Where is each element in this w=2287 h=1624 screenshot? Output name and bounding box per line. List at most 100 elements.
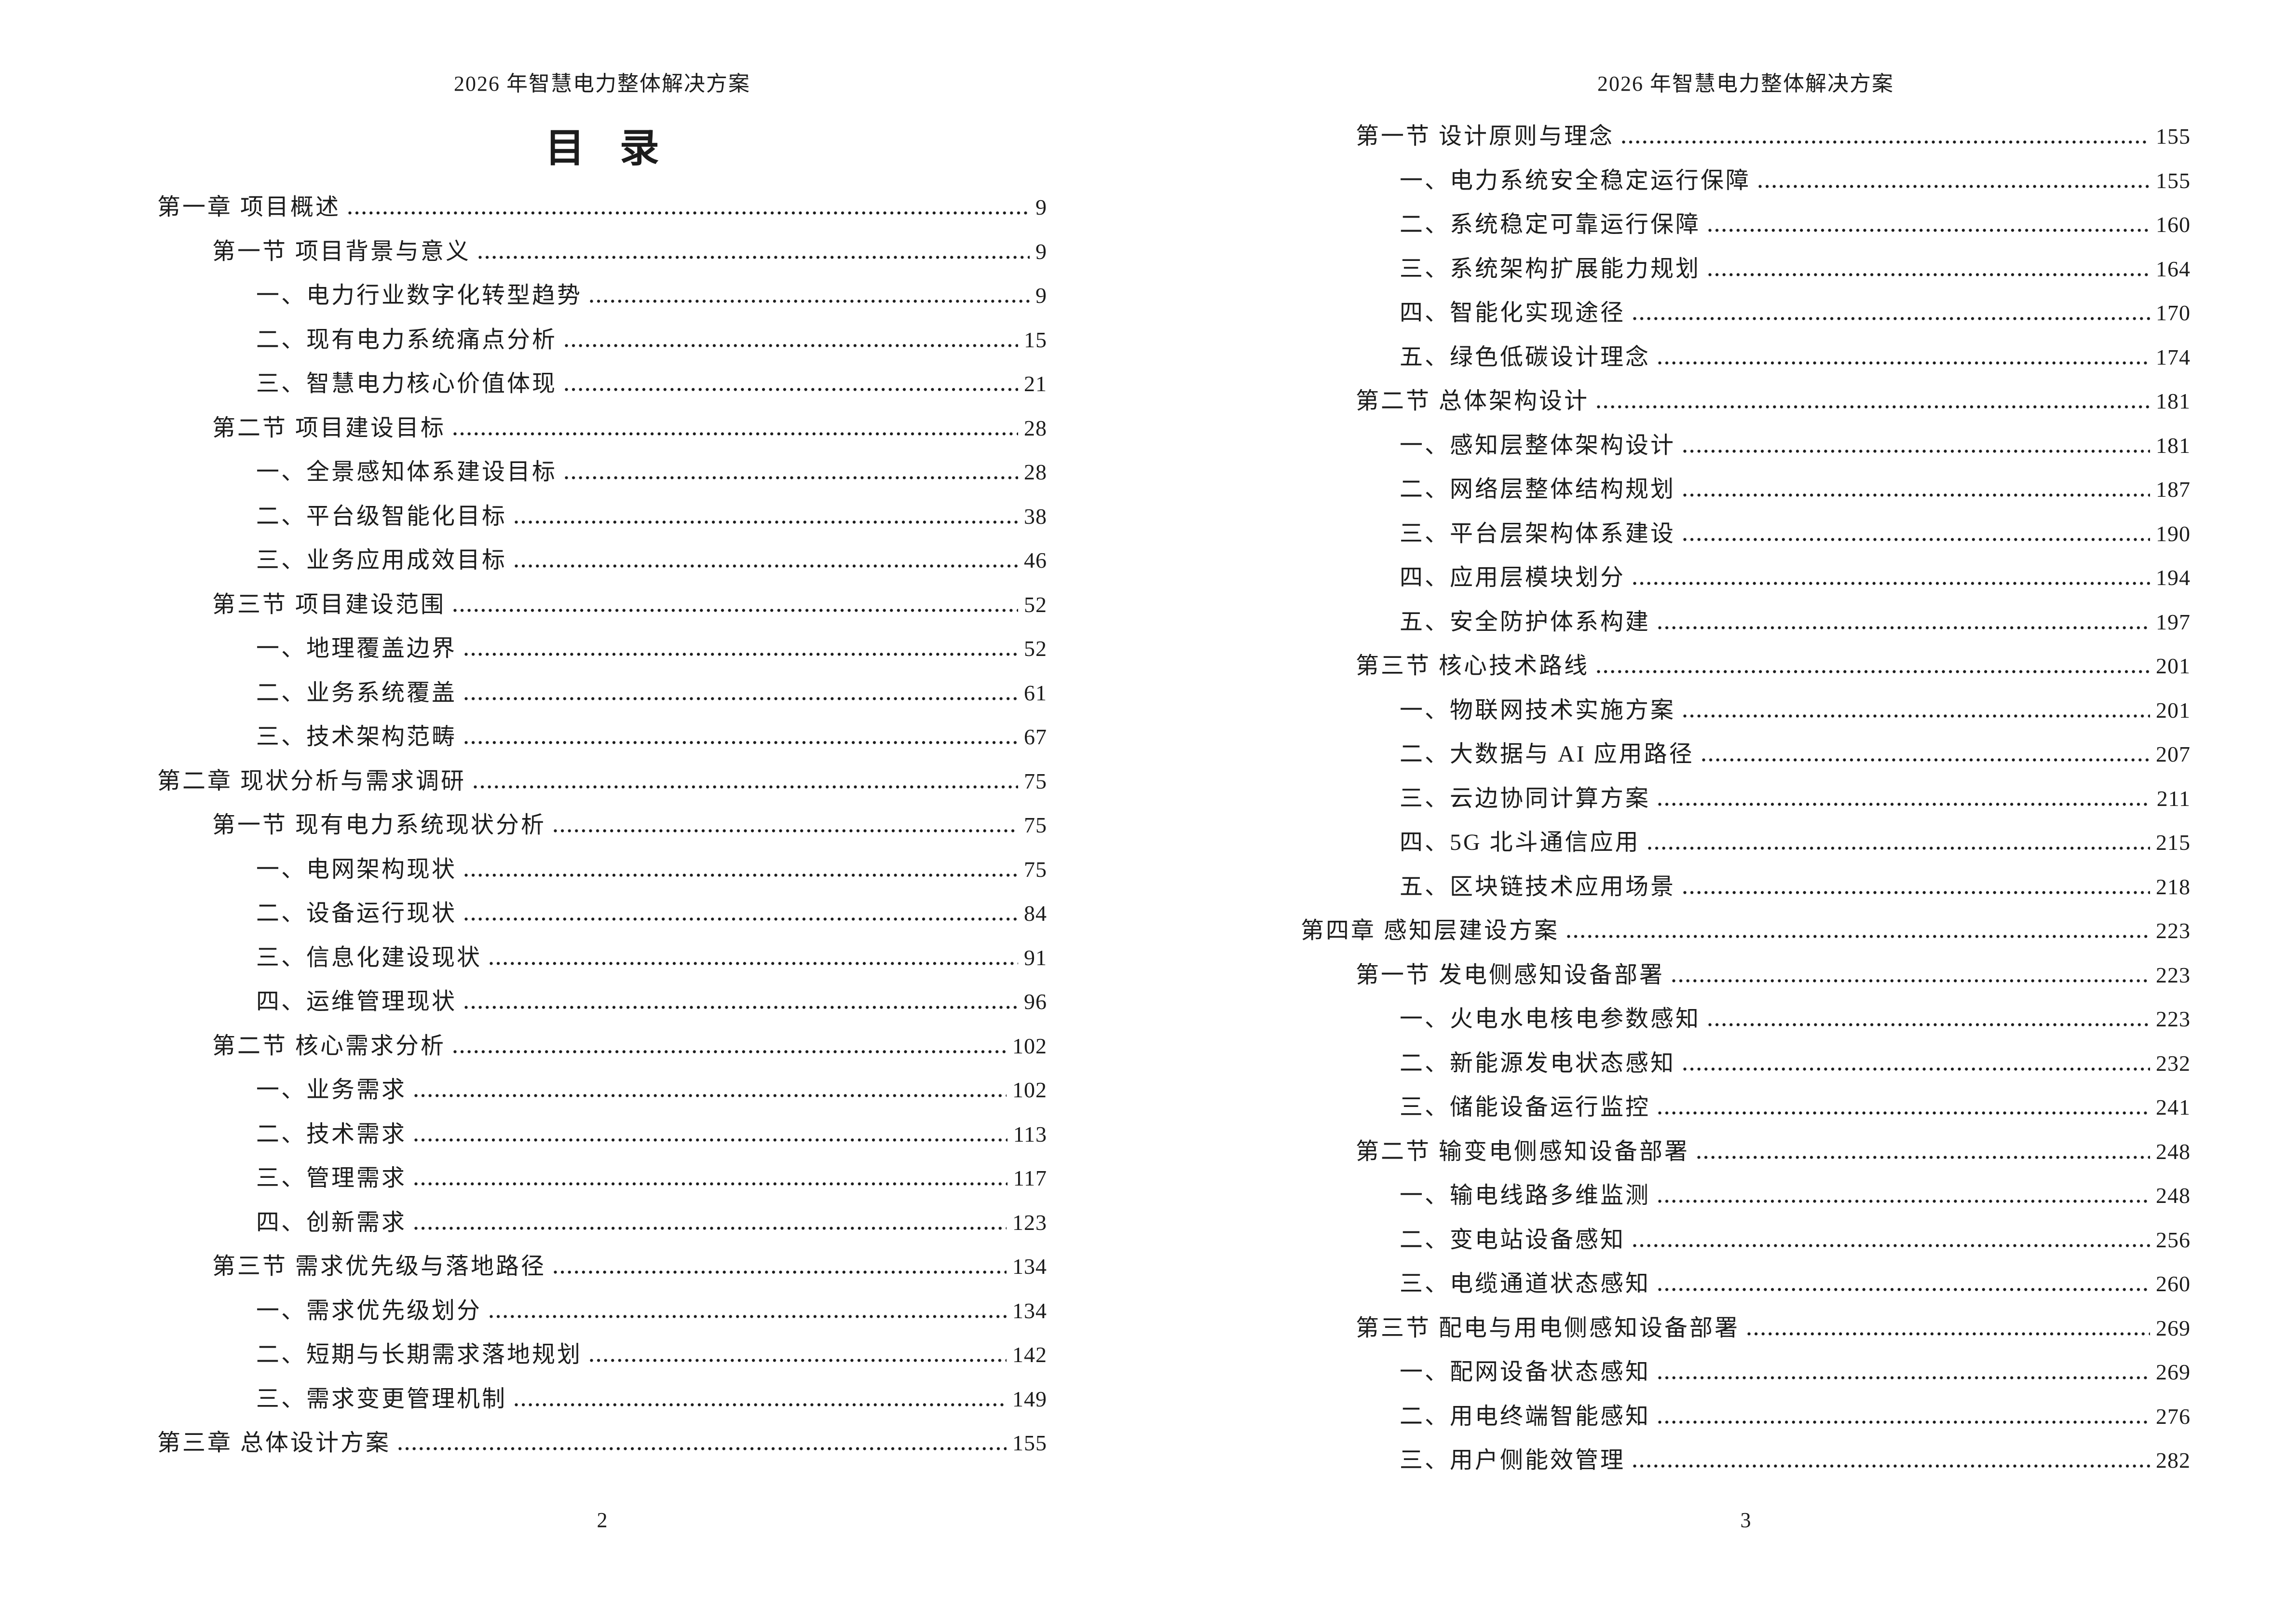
dot-leader [490,961,1018,965]
toc-entry-page-number: 46 [1024,548,1047,573]
toc-entry: 二、大数据与 AI 应用路径 207 [1301,732,2191,777]
toc-entry-label: 四、智能化实现途径 [1400,300,1626,326]
dot-leader [1697,1155,2150,1159]
toc-entry: 五、绿色低碳设计理念 174 [1301,335,2191,380]
dot-leader [1672,979,2150,983]
dot-leader [1683,890,2150,894]
dot-leader [1567,935,2150,938]
toc-entry-label: 三、需求变更管理机制 [256,1386,507,1412]
document-header: 2026 年智慧电力整体解决方案 [454,72,750,96]
toc-entry-label: 一、感知层整体架构设计 [1400,432,1676,458]
toc-entry-page-number: 215 [2156,830,2191,855]
toc-entry: 一、物联网技术实施方案 201 [1301,688,2191,733]
toc-entry-label: 三、业务应用成效目标 [256,547,507,573]
dot-leader [1708,229,2150,232]
toc-entry: 一、感知层整体架构设计 181 [1301,423,2191,468]
toc-entry: 第一节 项目背景与意义 9 [157,230,1047,274]
toc-entry: 三、电缆通道状态感知 260 [1301,1262,2191,1306]
toc-entry-label: 三、电缆通道状态感知 [1400,1271,1651,1296]
toc-entry-page-number: 28 [1024,415,1047,440]
dot-leader [464,917,1018,921]
toc-entry-label: 二、短期与长期需求落地规划 [256,1342,583,1367]
toc-entry-page-number: 218 [2156,874,2191,899]
dot-leader [554,829,1018,832]
toc-entry-label: 一、业务需求 [256,1077,407,1103]
toc-entry-page-number: 149 [1012,1386,1047,1411]
toc-entry-label: 二、现有电力系统痛点分析 [256,327,558,353]
toc-entry: 第一节 现有电力系统现状分析 75 [157,803,1047,847]
toc-entry-label: 一、电网架构现状 [256,856,457,882]
dot-leader [414,1226,1007,1230]
toc-entry-label: 二、平台级智能化目标 [256,503,507,529]
toc-entry: 一、需求优先级划分 134 [157,1289,1047,1333]
dot-leader [1683,537,2150,541]
toc-entry-label: 第一章 项目概述 [157,194,341,220]
toc-page-right: 2026 年智慧电力整体解决方案 第一节 设计原则与理念 155 一、电力系统安… [1144,0,2287,1624]
toc-entry-page-number: 96 [1024,989,1047,1014]
dot-leader [1658,1111,2150,1115]
toc-entry-label: 第三节 需求优先级与落地路径 [212,1254,546,1279]
toc-entry: 第二节 输变电侧感知设备部署 248 [1301,1130,2191,1174]
toc-entry-page-number: 102 [1012,1078,1047,1102]
dot-leader [1708,1023,2150,1026]
toc-entry-page-number: 201 [2156,697,2191,723]
toc-entry-label: 第一节 发电侧感知设备部署 [1356,962,1665,988]
dot-leader [565,476,1018,479]
toc-entry-page-number: 67 [1024,724,1047,749]
toc-entry-label: 一、电力行业数字化转型趋势 [256,283,583,308]
toc-entry-page-number: 9 [1035,195,1047,219]
dot-leader [590,1359,1007,1362]
toc-entry: 一、地理覆盖边界 52 [157,627,1047,671]
dot-leader [1747,1332,2150,1336]
toc-entry-label: 一、配网设备状态感知 [1400,1359,1651,1385]
toc-entry-page-number: 164 [2156,256,2191,281]
toc-entry-page-number: 15 [1024,327,1047,352]
toc-entry-page-number: 38 [1024,504,1047,529]
toc-entry: 二、短期与长期需求落地规划 142 [157,1333,1047,1377]
dot-leader [1633,582,2150,585]
toc-entry: 第一章 项目概述 9 [157,185,1047,230]
dot-leader [478,255,1030,259]
dot-leader [1658,1200,2150,1203]
toc-entry: 一、全景感知体系建设目标 28 [157,450,1047,494]
toc-entry: 二、系统稳定可靠运行保障 160 [1301,203,2191,247]
toc-entry: 三、业务应用成效目标 46 [157,538,1047,583]
toc-entry-page-number: 248 [2156,1139,2191,1164]
toc-entry: 第三节 配电与用电侧感知设备部署 269 [1301,1306,2191,1351]
toc-entry-label: 第二节 项目建设目标 [212,415,446,441]
toc-entry-label: 第一节 现有电力系统现状分析 [212,812,546,838]
toc-entry-page-number: 160 [2156,212,2191,237]
toc-entry-label: 第一节 项目背景与意义 [212,238,471,264]
dot-leader [1708,273,2150,276]
toc-entry-page-number: 113 [1013,1121,1047,1146]
dot-leader [565,388,1018,391]
toc-entry-label: 二、新能源发电状态感知 [1400,1050,1676,1076]
dot-leader [515,564,1018,568]
dot-leader [453,1050,1007,1053]
dot-leader [554,1270,1007,1274]
dot-leader [464,873,1018,877]
toc-entry: 一、配网设备状态感知 269 [1301,1350,2191,1394]
toc-entry-page-number: 75 [1024,768,1047,793]
toc-entry-page-number: 256 [2156,1227,2191,1252]
toc-entry-page-number: 232 [2156,1051,2191,1076]
toc-list: 第一节 设计原则与理念 155 一、电力系统安全稳定运行保障 155 二、系统稳… [1301,114,2191,1483]
toc-entry: 一、业务需求 102 [157,1068,1047,1112]
toc-entry: 二、现有电力系统痛点分析 15 [157,318,1047,362]
dot-leader [1658,1288,2150,1291]
toc-entry: 四、智能化实现途径 170 [1301,291,2191,335]
toc-entry: 第四章 感知层建设方案 223 [1301,909,2191,953]
dot-leader [464,1006,1018,1009]
dot-leader [1658,1420,2150,1424]
dot-leader [414,1094,1007,1097]
toc-entry-page-number: 21 [1024,371,1047,396]
toc-entry-page-number: 102 [1012,1033,1047,1058]
toc-entry-label: 二、技术需求 [256,1121,407,1147]
toc-entry-page-number: 181 [2156,433,2191,458]
toc-entry: 一、电力系统安全稳定运行保障 155 [1301,159,2191,203]
toc-entry-page-number: 52 [1024,592,1047,617]
dot-leader [414,1138,1007,1142]
toc-entry-page-number: 260 [2156,1271,2191,1296]
toc-entry-page-number: 117 [1013,1166,1047,1190]
toc-entry-label: 一、物联网技术实施方案 [1400,697,1676,723]
